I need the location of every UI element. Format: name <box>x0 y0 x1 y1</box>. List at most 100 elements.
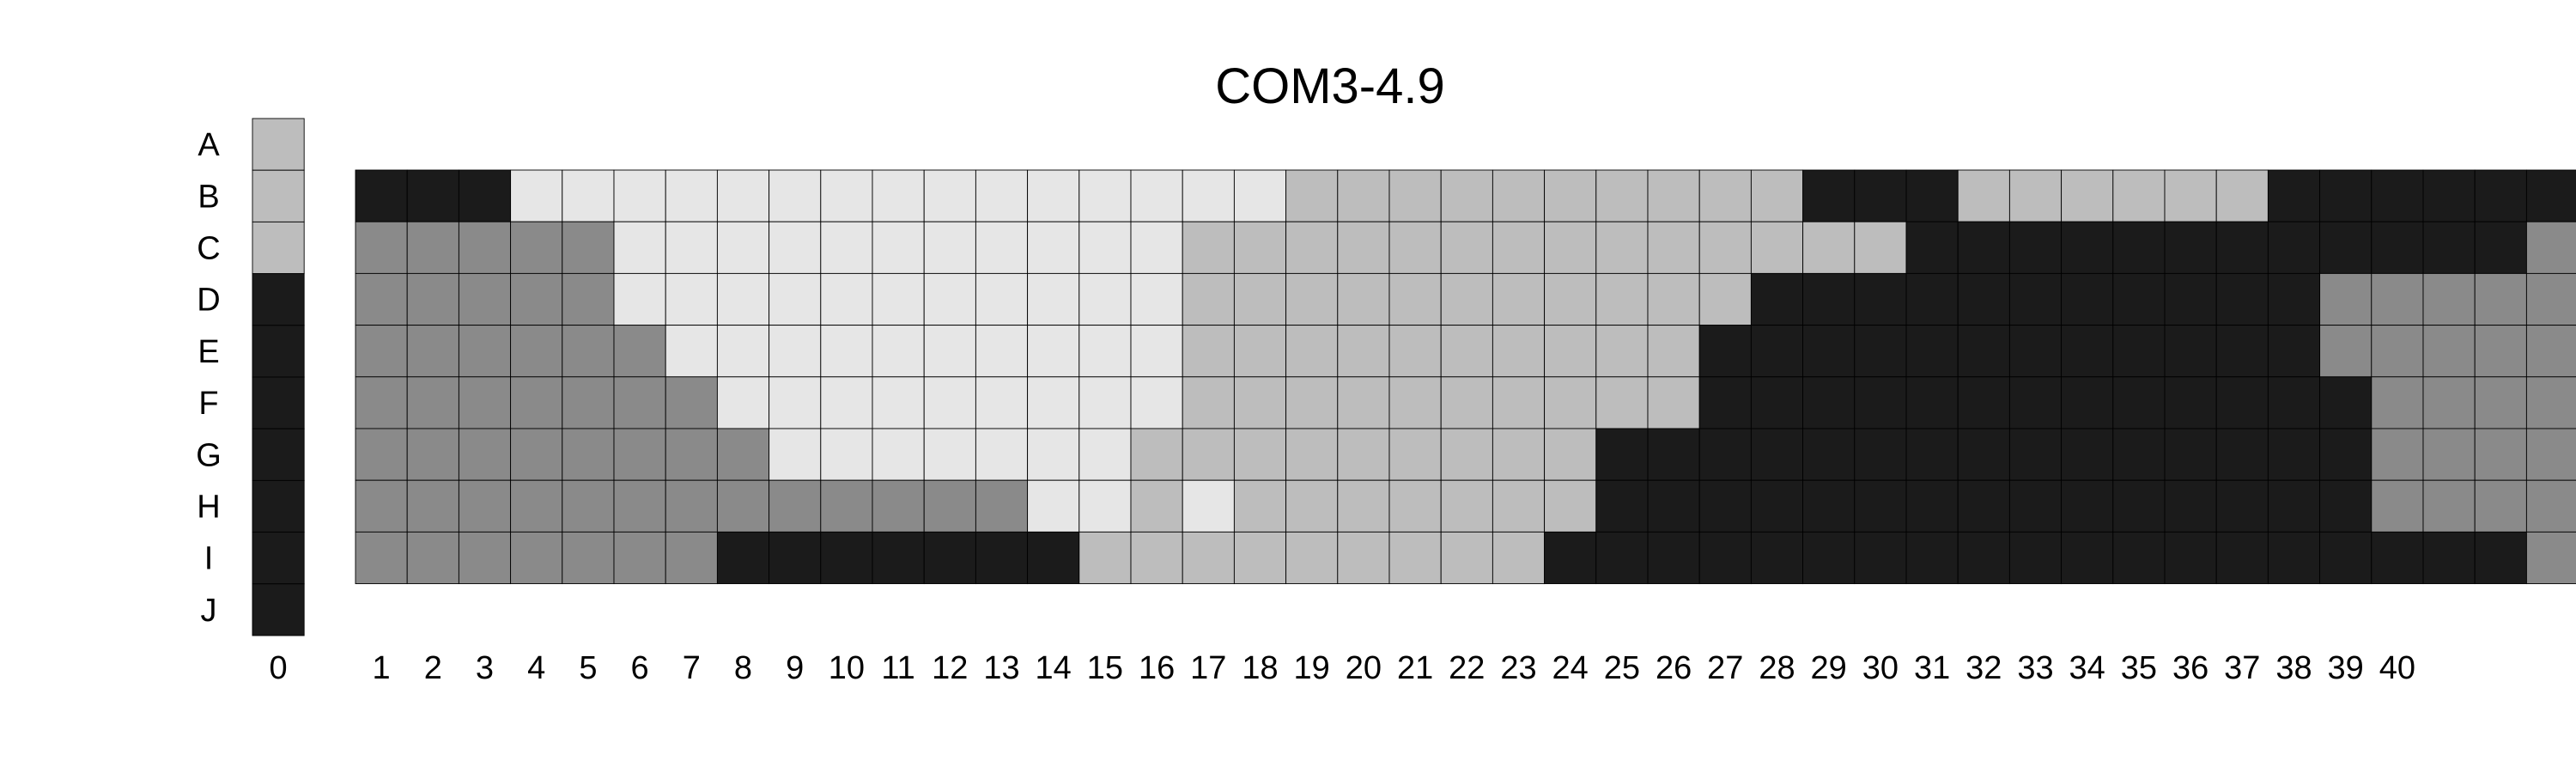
heatmap-cell <box>1440 272 1493 326</box>
row-label: D <box>197 283 220 319</box>
heatmap-cell <box>1130 272 1183 326</box>
heatmap-cell <box>1957 221 2010 274</box>
heatmap-cell <box>1027 272 1080 326</box>
column-label: 0 <box>270 650 288 686</box>
heatmap-cell <box>2061 221 2114 274</box>
heatmap-cell <box>975 325 1029 378</box>
heatmap-cell <box>2061 272 2114 326</box>
heatmap-cell <box>1492 376 1546 429</box>
heatmap-cell <box>2008 221 2063 274</box>
heatmap-cell <box>2525 169 2576 222</box>
heatmap-cell <box>1027 221 1080 274</box>
heatmap-cell <box>872 531 925 585</box>
heatmap-cell <box>1337 272 1390 326</box>
heatmap-cell <box>769 221 822 274</box>
heatmap-cell <box>1492 428 1546 481</box>
heatmap-cell <box>458 428 512 481</box>
heatmap-cell <box>1544 376 1597 429</box>
heatmap-cell <box>2008 376 2063 429</box>
heatmap-cell <box>665 169 718 222</box>
heatmap-cell <box>2422 376 2476 429</box>
heatmap-cell <box>2525 376 2576 429</box>
heatmap-cell <box>613 531 666 585</box>
heatmap-cell <box>510 531 563 585</box>
heatmap-cell <box>2215 531 2269 585</box>
heatmap-cell <box>613 272 666 326</box>
heatmap-cell <box>1698 376 1752 429</box>
heatmap-cell <box>1957 376 2010 429</box>
heatmap-cell <box>1854 221 1907 274</box>
heatmap-cell <box>562 169 615 222</box>
heatmap-cell <box>2525 428 2576 481</box>
heatmap-cell <box>2474 479 2527 533</box>
column-label: 17 <box>1190 650 1226 686</box>
heatmap-cell <box>716 169 770 222</box>
heatmap-cell <box>872 428 925 481</box>
heatmap-cell <box>1285 531 1339 585</box>
column-label: 23 <box>1500 650 1536 686</box>
key-cell <box>252 532 305 585</box>
heatmap-cell <box>1544 479 1597 533</box>
heatmap-cell <box>1388 272 1442 326</box>
column-labels: 0 1 2 3 4 5 6 7 8 9 10 11 12 13 14 15 16 17 18 19 20 21 22 23 24… <box>270 650 2416 686</box>
heatmap-cell <box>2422 479 2476 533</box>
heatmap-cell <box>2267 479 2321 533</box>
heatmap-cell <box>2112 272 2166 326</box>
heatmap-cell <box>1802 531 1856 585</box>
heatmap-cell <box>1078 479 1132 533</box>
heatmap-cell <box>1492 221 1546 274</box>
heatmap-cell <box>1595 272 1649 326</box>
heatmap-cell <box>1698 325 1752 378</box>
heatmap-cell <box>1337 479 1390 533</box>
heatmap-cell <box>1854 376 1907 429</box>
heatmap-cell <box>1802 479 1856 533</box>
heatmap-cell <box>1233 325 1287 378</box>
heatmap-cell <box>1750 479 1804 533</box>
heatmap-cell <box>872 272 925 326</box>
heatmap-cell <box>2319 272 2372 326</box>
heatmap-cell <box>1078 428 1132 481</box>
heatmap-cell <box>716 376 770 429</box>
key-cell <box>252 118 305 171</box>
heatmap-cell <box>2215 272 2269 326</box>
heatmap-cell <box>355 428 408 481</box>
heatmap-cell <box>1750 272 1804 326</box>
row-label: A <box>197 127 220 163</box>
heatmap-cell <box>1957 479 2010 533</box>
column-label: 33 <box>2017 650 2053 686</box>
heatmap-cell <box>613 221 666 274</box>
heatmap-cell <box>510 169 563 222</box>
heatmap-cell <box>1027 376 1080 429</box>
heatmap-cell <box>2525 325 2576 378</box>
heatmap-cell <box>769 428 822 481</box>
heatmap-cell <box>1750 531 1804 585</box>
heatmap-cell <box>2215 376 2269 429</box>
heatmap-cell <box>458 376 512 429</box>
heatmap-cell <box>458 479 512 533</box>
column-label: 29 <box>1811 650 1847 686</box>
heatmap-cell <box>1388 169 1442 222</box>
key-cell <box>252 325 305 378</box>
heatmap-cell <box>1130 376 1183 429</box>
heatmap-cell <box>2319 376 2372 429</box>
heatmap-cell <box>1905 221 1959 274</box>
heatmap-cell <box>510 272 563 326</box>
heatmap-cell <box>2061 531 2114 585</box>
key-column <box>252 118 305 636</box>
heatmap-cell <box>2525 272 2576 326</box>
column-label: 22 <box>1449 650 1485 686</box>
heatmap-cell <box>2267 221 2321 274</box>
heatmap-cell <box>1905 531 1959 585</box>
heatmap-cell <box>2474 376 2527 429</box>
heatmap-cell <box>1698 221 1752 274</box>
heatmap-cell <box>1957 428 2010 481</box>
column-label: 16 <box>1139 650 1175 686</box>
heatmap-cell <box>2371 325 2424 378</box>
key-cell <box>252 583 305 636</box>
key-cell <box>252 169 305 222</box>
heatmap-cell <box>975 272 1029 326</box>
heatmap-cell <box>1182 272 1235 326</box>
heatmap-cell <box>716 221 770 274</box>
heatmap-cell <box>1595 169 1649 222</box>
heatmap-cell <box>872 479 925 533</box>
